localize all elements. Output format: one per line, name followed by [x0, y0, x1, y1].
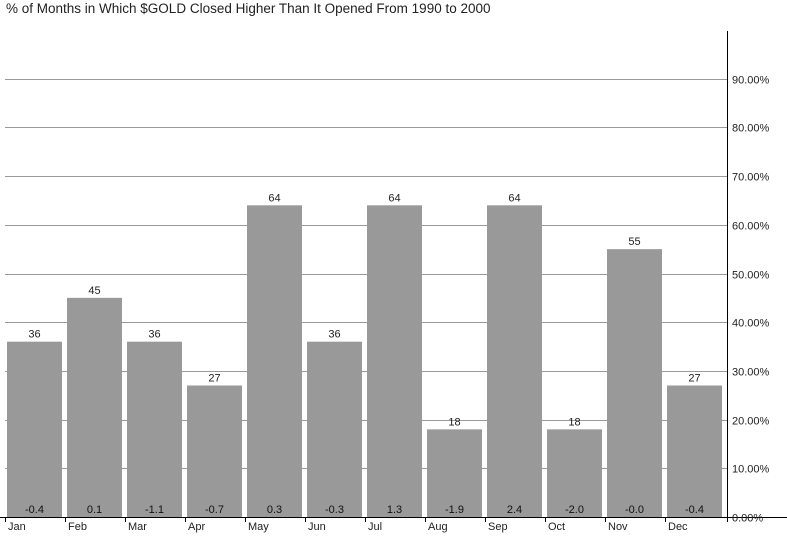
y-tick-label: 70.00%: [732, 172, 770, 184]
axis-layer: [0, 31, 787, 522]
y-tick-label: 80.00%: [732, 123, 770, 135]
x-tick-label: May: [248, 521, 269, 533]
y-tick-label: 0.00%: [732, 513, 763, 525]
bar-jan: [7, 341, 62, 517]
x-tick-label: Nov: [608, 521, 628, 533]
x-tick-label: Jan: [8, 521, 26, 533]
bar-value-label: 45: [88, 285, 100, 297]
grid-layer: [5, 79, 727, 469]
x-tick-label: Mar: [128, 521, 147, 533]
x-tick-label: Apr: [188, 521, 205, 533]
x-tick-label: Sep: [488, 521, 508, 533]
bar-value-label: 36: [328, 329, 340, 341]
bar-inner-label: -0.4: [685, 504, 704, 516]
bar-nov: [607, 249, 662, 517]
bar-aug: [427, 429, 482, 517]
bar-value-label: 18: [568, 416, 580, 428]
bar-mar: [127, 341, 182, 517]
x-tick-label: Jun: [308, 521, 326, 533]
bar-value-label: 27: [688, 373, 700, 385]
bar-value-label: 64: [268, 192, 280, 204]
bar-value-label: 64: [508, 192, 520, 204]
y-tick-label: 50.00%: [732, 270, 770, 282]
y-tick-label: 40.00%: [732, 318, 770, 330]
y-tick-label: 30.00%: [732, 367, 770, 379]
bar-oct: [547, 429, 602, 517]
bar-value-label: 36: [28, 329, 40, 341]
y-tick-label: 60.00%: [732, 221, 770, 233]
label-layer: 0.00% 10.00% 20.00% 30.00% 40.00% 50.00% 60.00…: [8, 75, 770, 534]
bar-inner-label: 1.3: [387, 504, 402, 516]
bar-feb: [67, 297, 122, 517]
bar-value-label: 27: [208, 373, 220, 385]
bar-value-label: 18: [448, 416, 460, 428]
chart-title: % of Months in Which $GOLD Closed Higher…: [6, 1, 491, 16]
bar-inner-label: -0.4: [25, 504, 44, 516]
y-tick-label: 10.00%: [732, 464, 770, 476]
x-tick-label: Dec: [668, 521, 688, 533]
bar-value-label: 64: [388, 192, 400, 204]
y-tick-label: 90.00%: [732, 75, 770, 87]
x-tick-label: Aug: [428, 521, 448, 533]
y-tick-label: 20.00%: [732, 416, 770, 428]
bar-jun: [307, 341, 362, 517]
bar-inner-label: 2.4: [507, 504, 522, 516]
bar-inner-label: -1.1: [145, 504, 164, 516]
x-tick-label: Oct: [548, 521, 565, 533]
bar-layer: [7, 205, 722, 517]
bar-may: [247, 205, 302, 517]
bar-inner-label: -0.7: [205, 504, 224, 516]
x-tick-label: Jul: [368, 521, 382, 533]
bar-sep: [487, 205, 542, 517]
bar-inner-label: -0.0: [625, 504, 644, 516]
bar-value-label: 36: [148, 329, 160, 341]
bar-dec: [667, 385, 722, 517]
bar-inner-label: -2.0: [565, 504, 584, 516]
bar-value-label: 55: [628, 236, 640, 248]
bar-jul: [367, 205, 422, 517]
bar-inner-label: 0.3: [267, 504, 282, 516]
bar-inner-label: -1.9: [445, 504, 464, 516]
bar-inner-label: 0.1: [87, 504, 102, 516]
x-tick-label: Feb: [68, 521, 87, 533]
bar-apr: [187, 385, 242, 517]
bar-inner-label: -0.3: [325, 504, 344, 516]
